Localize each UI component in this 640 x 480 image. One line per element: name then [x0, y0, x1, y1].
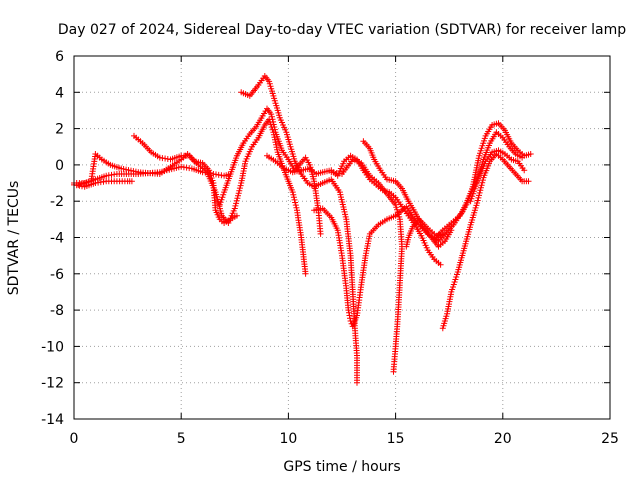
series-line [362, 140, 452, 248]
series-markers [75, 151, 240, 226]
y-tick-label: 2 [55, 122, 64, 138]
y-tick-label: -14 [41, 412, 64, 428]
y-tick-label: 0 [55, 158, 64, 174]
y-tick-label: -12 [41, 376, 64, 392]
series-markers [328, 156, 405, 375]
series-markers [311, 203, 448, 330]
x-tick-label: 10 [279, 431, 297, 447]
x-axis-label: GPS time / hours [283, 459, 400, 475]
series-track-9 [328, 156, 405, 375]
y-tick-label: 6 [55, 49, 64, 65]
series-track-7 [264, 152, 444, 268]
series-markers [467, 129, 526, 205]
x-tick-label: 25 [601, 431, 619, 447]
x-tick-label: 20 [494, 431, 512, 447]
y-tick-label: -4 [50, 231, 64, 247]
series-markers [131, 116, 309, 277]
series-track-8 [311, 203, 448, 330]
y-tick-label: 4 [55, 85, 64, 101]
series-track-12 [439, 151, 532, 332]
x-tick-label: 5 [177, 431, 186, 447]
series-track-3 [75, 151, 240, 226]
series-line [469, 131, 523, 202]
x-tick-label: 15 [387, 431, 405, 447]
x-tick-label: 0 [70, 431, 79, 447]
series-track-14 [467, 129, 526, 205]
y-axis-label: SDTVAR / TECUs [6, 181, 22, 296]
chart-title: Day 027 of 2024, Sidereal Day-to-day VTE… [58, 22, 626, 38]
series-track-6 [238, 73, 360, 386]
y-tick-label: -6 [50, 267, 64, 283]
axes: 0 5 10 15 20 25 -14 -12 -10 -8 -6 -4 -2 0 2 4 6 [41, 49, 619, 447]
y-tick-label: -2 [50, 194, 64, 210]
data-series [71, 73, 534, 386]
series-track-4 [131, 116, 309, 277]
series-markers [439, 151, 532, 332]
y-tick-label: -10 [41, 339, 64, 355]
y-tick-label: -8 [50, 303, 64, 319]
series-markers [238, 73, 360, 386]
series-markers [264, 152, 444, 268]
